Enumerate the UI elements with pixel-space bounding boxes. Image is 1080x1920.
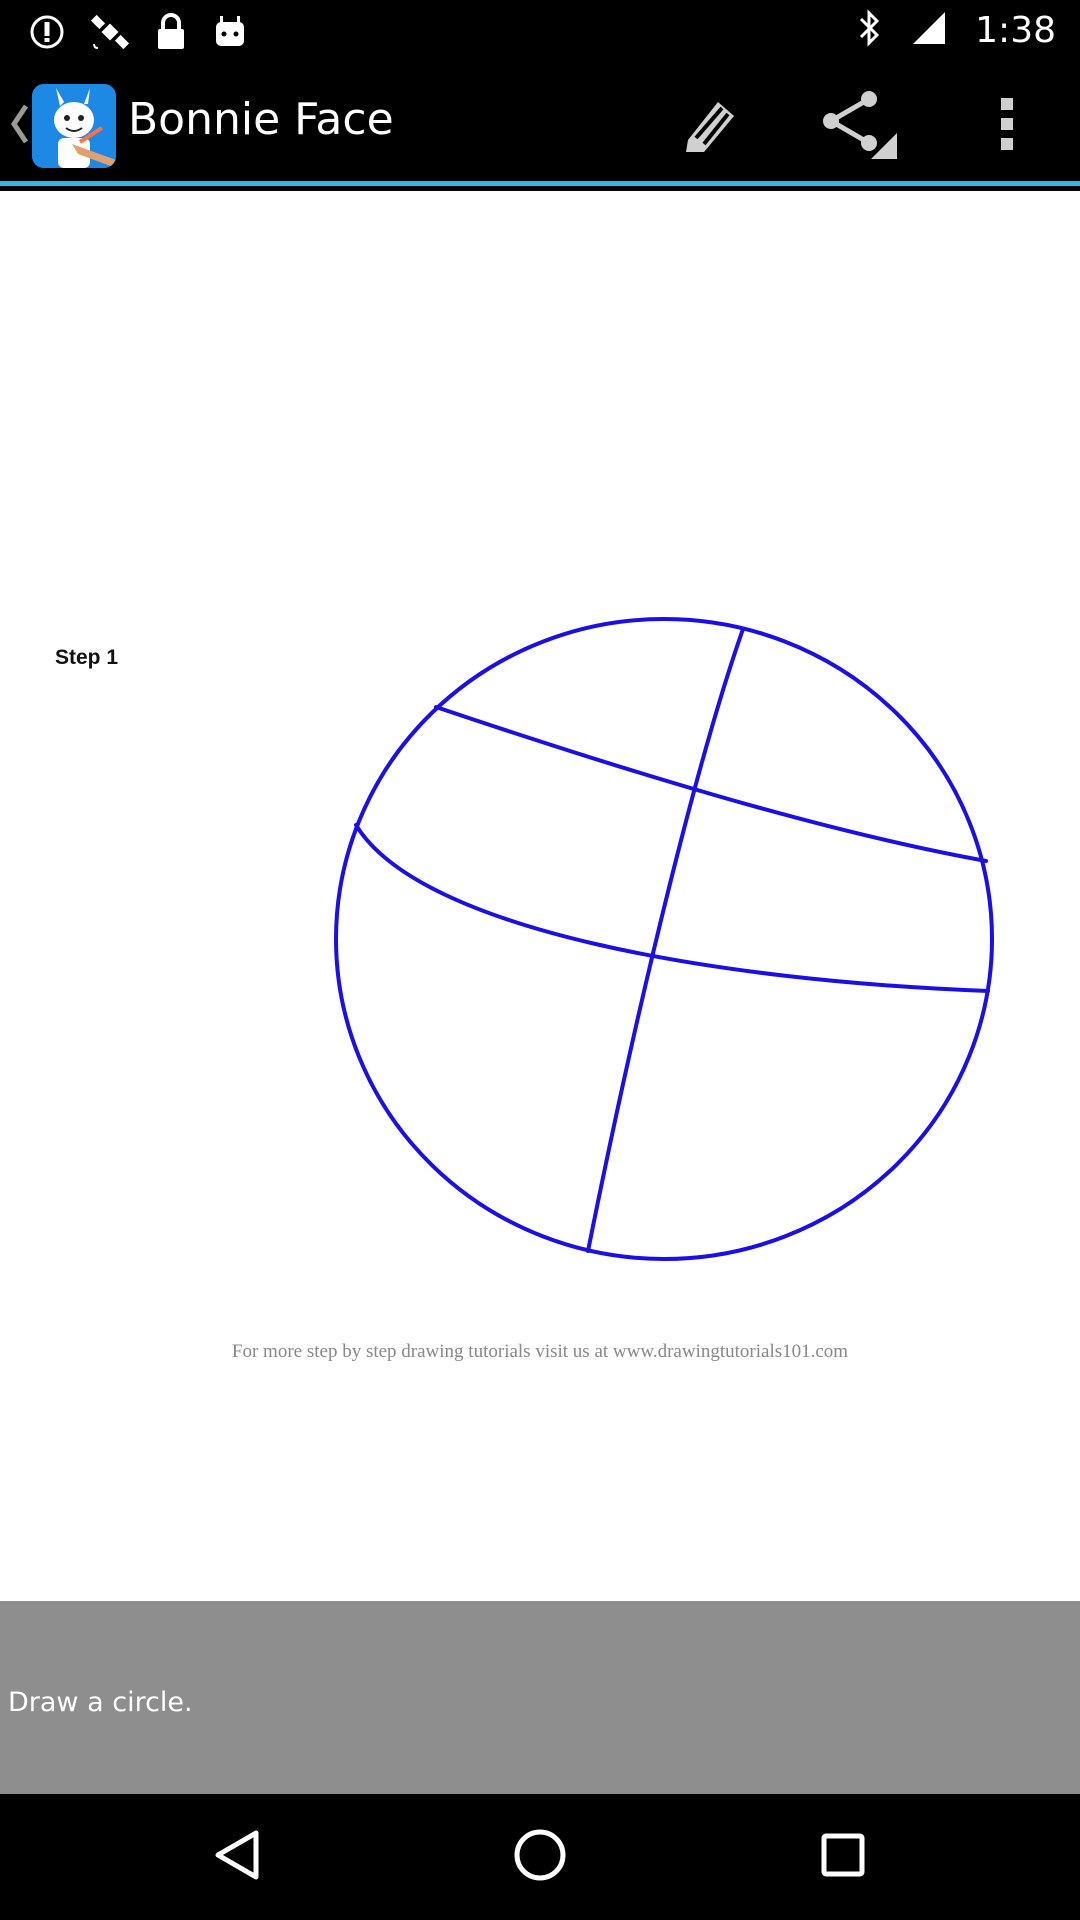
step-label: Step 1 <box>55 646 119 669</box>
bluetooth-icon <box>857 8 883 52</box>
back-chevron-icon[interactable] <box>8 102 32 150</box>
status-bar: 1:38 <box>0 0 1080 62</box>
back-triangle-icon <box>212 1827 262 1887</box>
credit-text: For more step by step drawing tutorials … <box>231 1341 849 1362</box>
satellite-icon <box>88 10 132 54</box>
overflow-menu-icon <box>997 94 1017 158</box>
upper-horizontal-guide-line <box>434 705 988 863</box>
vertical-guide-line <box>586 627 745 1253</box>
pencil-icon <box>682 94 742 158</box>
page-title: Bonnie Face <box>128 94 394 145</box>
head-circle <box>334 617 994 1261</box>
android-icon <box>210 12 250 52</box>
status-notifications <box>28 10 250 54</box>
instruction-text: Draw a circle. <box>8 1687 193 1718</box>
status-system: 1:38 <box>857 8 1056 52</box>
share-icon <box>817 89 897 163</box>
status-time: 1:38 <box>975 9 1056 51</box>
step-drawing <box>334 617 994 1261</box>
nav-home-button[interactable] <box>495 1822 585 1892</box>
signal-icon <box>909 8 949 52</box>
instruction-panel: Draw a circle. <box>0 1601 1080 1794</box>
lock-icon <box>154 12 188 52</box>
nav-back-button[interactable] <box>192 1822 282 1892</box>
lower-horizontal-guide-line <box>354 823 990 993</box>
home-circle-icon <box>510 1825 570 1889</box>
drawing-canvas: Step 1 For more step by step drawing tut… <box>0 191 1080 1601</box>
recents-square-icon <box>818 1830 868 1884</box>
navigation-bar <box>0 1794 1080 1920</box>
action-bar: Bonnie Face <box>0 62 1080 186</box>
edit-button[interactable] <box>667 88 757 164</box>
share-button[interactable] <box>812 88 902 164</box>
nav-recents-button[interactable] <box>798 1822 888 1892</box>
overflow-menu-button[interactable] <box>962 88 1052 164</box>
alert-icon <box>28 13 66 51</box>
app-icon[interactable] <box>32 84 116 168</box>
